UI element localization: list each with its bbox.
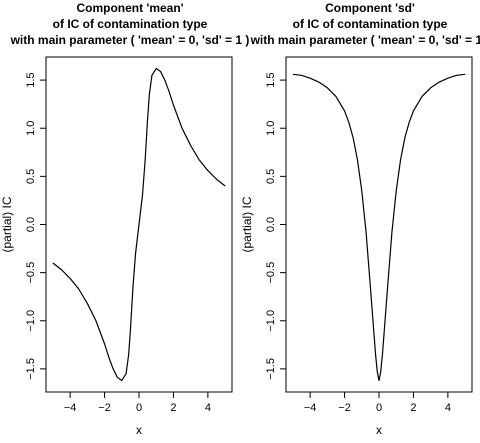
plot-frame <box>285 56 473 393</box>
x-tick-label: −2 <box>338 402 351 414</box>
chart-title-line: of IC of contamination type <box>53 17 208 31</box>
chart-title-line: Component 'sd' <box>325 1 415 15</box>
y-tick-label: −1.5 <box>25 358 37 380</box>
x-tick-label: 4 <box>445 402 451 414</box>
y-tick-label: 1.5 <box>25 72 37 87</box>
chart-title-line: with main parameter ( 'mean' = 0, 'sd' =… <box>250 33 480 47</box>
x-tick-label: 4 <box>205 402 211 414</box>
x-tick-label: 2 <box>170 402 176 414</box>
y-tick-label: −0.5 <box>25 262 37 284</box>
chart-panel-2: Component 'sd' of IC of contamination typ… <box>240 1 480 437</box>
x-tick-label: −4 <box>64 402 77 414</box>
y-axis-label: (partial) IC <box>0 196 14 252</box>
y-tick-label: 0.5 <box>265 169 277 184</box>
chart-title-line: of IC of contamination type <box>293 17 448 31</box>
y-tick-label: −0.5 <box>265 262 277 284</box>
y-axis-label: (partial) IC <box>240 196 254 252</box>
chart-title-line: Component 'mean' <box>76 1 183 15</box>
x-tick-label: 0 <box>136 402 142 414</box>
y-tick-label: −1.0 <box>265 310 277 332</box>
y-tick-label: 0.5 <box>25 169 37 184</box>
x-tick-label: 0 <box>376 402 382 414</box>
chart-title-line: with main parameter ( 'mean' = 0, 'sd' =… <box>10 33 250 47</box>
x-axis-label: x <box>376 423 382 437</box>
y-tick-label: 0.0 <box>25 217 37 232</box>
y-tick-label: 1.5 <box>265 72 277 87</box>
x-tick-label: −4 <box>304 402 317 414</box>
x-tick-label: −2 <box>98 402 111 414</box>
y-tick-label: 0.0 <box>265 217 277 232</box>
x-tick-label: 2 <box>410 402 416 414</box>
chart-panel-1: Component 'mean' of IC of contamination t… <box>0 1 249 437</box>
x-axis-label: x <box>136 423 142 437</box>
y-tick-label: −1.5 <box>265 358 277 380</box>
y-tick-label: 1.0 <box>265 121 277 136</box>
series-line <box>52 67 226 382</box>
y-tick-label: −1.0 <box>25 310 37 332</box>
series-line <box>292 73 466 382</box>
y-tick-label: 1.0 <box>25 121 37 136</box>
